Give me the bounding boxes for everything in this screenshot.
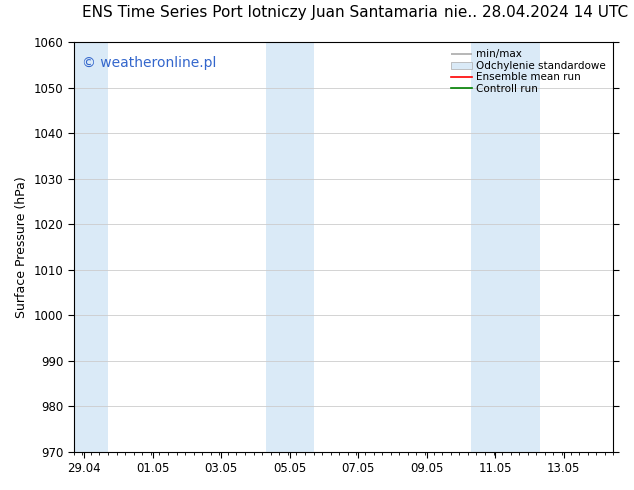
Legend: min/max, Odchylenie standardowe, Ensemble mean run, Controll run: min/max, Odchylenie standardowe, Ensembl… (450, 47, 608, 96)
Bar (266, 42, 314, 452)
Text: ENS Time Series Port lotniczy Juan Santamaria: ENS Time Series Port lotniczy Juan Santa… (82, 5, 438, 20)
Text: nie.. 28.04.2024 14 UTC: nie.. 28.04.2024 14 UTC (444, 5, 628, 20)
Bar (471, 42, 540, 452)
Y-axis label: Surface Pressure (hPa): Surface Pressure (hPa) (15, 176, 28, 318)
Text: © weatheronline.pl: © weatheronline.pl (82, 56, 216, 71)
Bar (74, 42, 108, 452)
